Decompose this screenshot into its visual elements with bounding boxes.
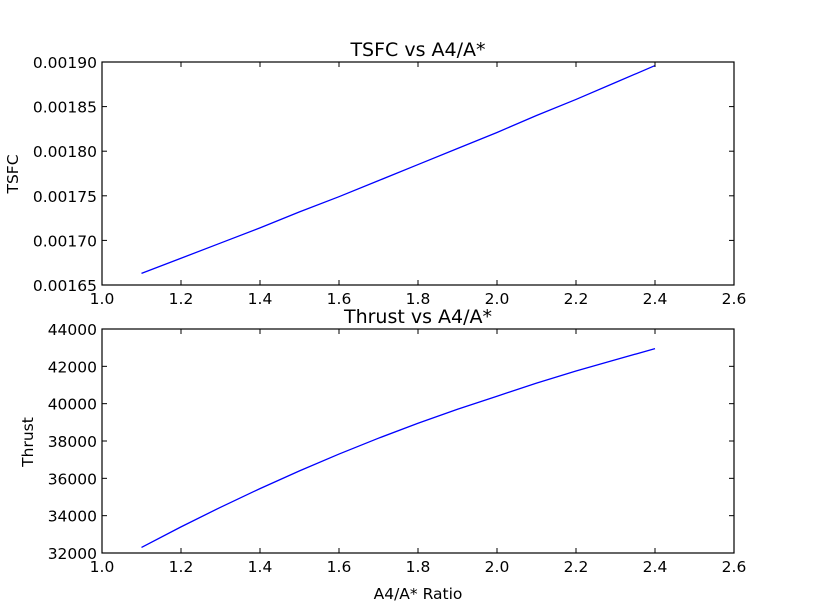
- tsfc-y-tick-label: 0.00175: [33, 188, 97, 206]
- thrust-x-tick-label: 1.0: [90, 558, 115, 576]
- tsfc-x-tick-label: 1.8: [406, 290, 431, 308]
- tsfc-y-tick-label: 0.00165: [33, 277, 97, 295]
- thrust-x-tick-label: 2.4: [643, 558, 668, 576]
- thrust-series-line: [141, 347, 656, 548]
- thrust-y-tick-label: 38000: [48, 433, 97, 451]
- tsfc-y-tick-label: 0.00170: [33, 232, 97, 250]
- thrust-x-tick-label: 1.6: [327, 558, 352, 576]
- tsfc-y-tick-label: 0.00185: [33, 99, 97, 117]
- tsfc-x-tick-label: 1.6: [327, 290, 352, 308]
- tsfc-series-line: [141, 64, 656, 275]
- thrust-y-tick-label: 40000: [48, 396, 97, 414]
- tsfc-axes-frame: [101, 61, 735, 286]
- thrust-x-tick-label: 1.8: [406, 558, 431, 576]
- thrust-y-tick-label: 34000: [48, 508, 97, 526]
- tsfc-x-tick-label: 2.6: [722, 290, 747, 308]
- tsfc-x-tick-label: 1.4: [248, 290, 273, 308]
- tsfc-x-tick-label: 1.2: [169, 290, 194, 308]
- thrust-y-tick-label: 44000: [48, 321, 97, 339]
- thrust-plot: Thrust vs A4/A* Thrust A4/A* Ratio 1.0 1.…: [19, 306, 746, 603]
- thrust-y-axis-label: Thrust: [19, 417, 37, 468]
- thrust-y-tick-label: 42000: [48, 358, 97, 376]
- tsfc-x-tick-label: 2.2: [564, 290, 589, 308]
- thrust-y-tick-label: 36000: [48, 470, 97, 488]
- tsfc-x-tick-label: 1.0: [90, 290, 115, 308]
- tsfc-plot: TSFC vs A4/A* TSFC 1.0 1.2 1.4 1.6 1.8 2.0 2.2…: [4, 39, 746, 308]
- tsfc-y-axis-label: TSFC: [4, 154, 22, 194]
- thrust-chart-title: Thrust vs A4/A*: [343, 306, 492, 328]
- thrust-x-tick-label: 2.6: [722, 558, 747, 576]
- tsfc-x-tick-label: 2.4: [643, 290, 668, 308]
- thrust-x-tick-label: 1.4: [248, 558, 273, 576]
- thrust-x-tick-label: 1.2: [169, 558, 194, 576]
- thrust-x-tick-label: 2.2: [564, 558, 589, 576]
- tsfc-chart-title: TSFC vs A4/A*: [349, 39, 485, 61]
- tsfc-x-tick-label: 2.0: [485, 290, 510, 308]
- thrust-x-axis-label: A4/A* Ratio: [374, 585, 463, 603]
- tsfc-y-tick-label: 0.00190: [33, 54, 97, 72]
- thrust-y-tick-label: 32000: [48, 545, 97, 563]
- thrust-x-tick-label: 2.0: [485, 558, 510, 576]
- tsfc-y-tick-label: 0.00180: [33, 143, 97, 161]
- thrust-axes-frame: [101, 328, 735, 554]
